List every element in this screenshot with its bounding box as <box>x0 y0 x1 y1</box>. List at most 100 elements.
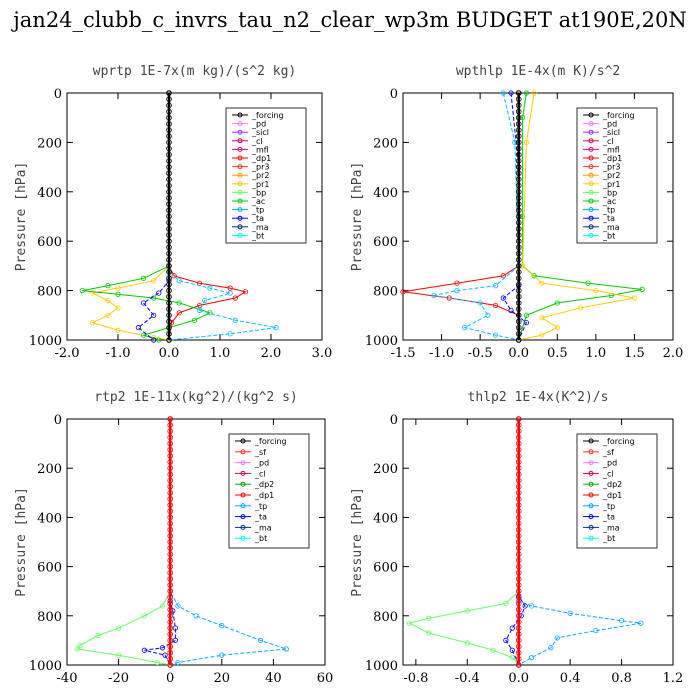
forcing-marker <box>166 114 172 121</box>
forcing-marker <box>167 508 174 515</box>
legend-marker <box>237 155 243 161</box>
x-tick-label: -0.8 <box>403 671 428 686</box>
series-point-tp <box>485 312 491 318</box>
series-point-tp <box>500 90 506 96</box>
series-point-tp <box>528 603 535 609</box>
series-point-tp <box>454 287 460 294</box>
forcing-marker <box>166 90 172 96</box>
forcing-marker <box>515 649 522 656</box>
series-point-ta <box>503 637 509 644</box>
forcing-marker <box>515 324 522 331</box>
forcing-marker <box>167 551 174 558</box>
forcing-marker <box>515 606 522 613</box>
forcing-marker <box>166 151 172 158</box>
series-point-tp <box>283 646 289 652</box>
forcing-marker <box>515 489 522 496</box>
forcing-marker <box>515 133 522 140</box>
x-tick-label: 40 <box>265 671 282 686</box>
forcing-marker <box>166 226 172 232</box>
legend-label: _pr1 <box>251 180 269 189</box>
series-point-ta <box>140 300 147 306</box>
legend-marker <box>588 146 594 152</box>
legend-label: _pr1 <box>602 180 620 189</box>
forcing-marker <box>515 434 522 441</box>
forcing-marker <box>166 102 172 109</box>
series-point-pr1 <box>631 295 638 301</box>
forcing-marker <box>166 250 172 257</box>
forcing-marker <box>166 213 172 220</box>
forcing-marker <box>515 508 522 515</box>
forcing-marker <box>515 219 522 226</box>
legend-marker <box>237 224 243 230</box>
legend-label: _bt <box>251 231 264 240</box>
forcing-marker <box>166 170 172 177</box>
legend-label: _dp2 <box>254 480 274 489</box>
forcing-marker <box>515 533 522 539</box>
legend-marker <box>588 215 594 221</box>
series-point-tp <box>219 623 225 629</box>
forcing-marker <box>167 526 174 533</box>
forcing-marker <box>166 256 172 263</box>
forcing-marker <box>167 606 174 613</box>
forcing-marker <box>166 145 172 152</box>
y-axis-label: Pressure [hPa] <box>14 162 29 272</box>
series-point-tp <box>492 283 499 289</box>
series-point-pr1 <box>115 285 121 291</box>
plot-frame <box>66 418 326 666</box>
forcing-marker <box>166 287 172 294</box>
series-line-tp <box>518 419 641 666</box>
series-line-dp1 <box>168 93 247 341</box>
forcing-marker <box>515 576 522 582</box>
y-tick-label: 600 <box>37 561 62 576</box>
forcing-marker <box>515 520 522 527</box>
series-point-dp1 <box>116 652 122 658</box>
series-point-ac <box>156 337 162 343</box>
forcing-marker <box>515 139 522 146</box>
legend-marker <box>240 481 246 487</box>
legend-marker <box>588 189 594 195</box>
legend-label: _ta <box>254 513 267 522</box>
forcing-marker <box>167 416 174 422</box>
legend-marker <box>588 481 594 487</box>
x-tick-label: 1.2 <box>663 671 684 686</box>
forcing-marker <box>167 446 174 453</box>
main-title: jan24_clubb_c_invrs_tau_n2_clear_wp3m BU… <box>13 8 687 32</box>
forcing-marker <box>166 312 172 319</box>
forcing-marker <box>515 226 522 232</box>
series-point-ta <box>509 647 515 653</box>
series-point-tp <box>554 635 560 641</box>
x-tick-label: 0.0 <box>508 346 529 361</box>
legend-label: _pr2 <box>251 171 269 180</box>
legend-label: _ma <box>602 223 620 232</box>
series-point-tp <box>227 331 233 337</box>
forcing-marker <box>515 213 522 220</box>
legend-label: _cl <box>602 137 614 146</box>
y-tick-label: 0 <box>390 87 398 102</box>
series-point-dp1 <box>454 280 460 286</box>
legend-marker <box>240 470 246 476</box>
plot-frame <box>402 92 674 341</box>
forcing-marker <box>167 649 174 656</box>
series-line-ta <box>505 419 526 666</box>
series-point-ta <box>141 647 147 653</box>
legend-marker <box>588 503 594 509</box>
forcing-marker <box>515 182 522 189</box>
legend-marker <box>588 449 594 455</box>
forcing-marker <box>515 287 522 294</box>
series-point-tp <box>273 325 279 331</box>
y-tick-label: 200 <box>37 136 62 151</box>
legend-label: _pd <box>602 120 617 129</box>
series-point-ac <box>639 286 645 292</box>
series-point-ta <box>162 652 168 658</box>
forcing-marker <box>515 440 522 447</box>
legend-label: _pr2 <box>602 171 620 180</box>
panel-title: wprtp 1E-7x(m kg)/(s^2 kg) <box>93 64 297 79</box>
x-tick-label: -0.4 <box>455 671 480 686</box>
series-line-ac <box>518 92 643 341</box>
forcing-marker <box>166 127 172 133</box>
legend-marker <box>588 129 594 135</box>
series-point-ta <box>151 312 157 318</box>
forcing-marker <box>515 600 522 607</box>
series-point-ta <box>159 645 166 651</box>
